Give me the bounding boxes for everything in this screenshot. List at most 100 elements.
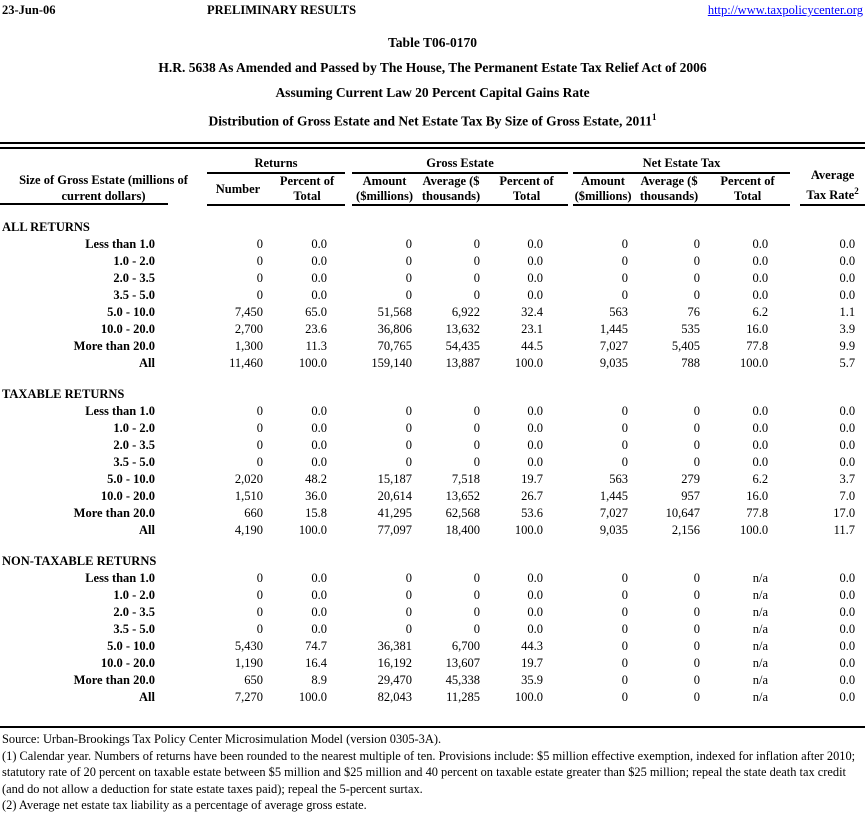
data-cell: 0 [621, 673, 629, 687]
data-cell: 74.7 [305, 639, 328, 653]
data-cell: 0 [693, 271, 701, 285]
data-cell: 0 [405, 571, 413, 585]
data-cell: 6,922 [451, 305, 481, 319]
data-cell: 0 [621, 438, 629, 452]
data-cell: n/a [752, 656, 769, 670]
column-gap [345, 689, 352, 706]
data-cell: 0.0 [311, 288, 328, 302]
data-cell: 0.0 [527, 438, 544, 452]
row-label: 10.0 - 20.0 [100, 656, 156, 670]
row-label: 3.5 - 5.0 [113, 455, 156, 469]
data-cell: 100.0 [514, 523, 544, 537]
group-header-net-estate-tax: Net Estate Tax [573, 149, 791, 174]
data-cell: 0 [405, 622, 413, 636]
taxpolicycenter-link[interactable]: http://www.taxpolicycenter.org [707, 3, 863, 17]
data-cell: 100.0 [739, 523, 769, 537]
row-label: 5.0 - 10.0 [107, 639, 156, 653]
data-cell: 0.0 [839, 622, 856, 636]
data-cell: 1,190 [234, 656, 264, 670]
data-cell: 0.0 [752, 438, 769, 452]
data-cell: 2,700 [234, 322, 264, 336]
data-cell: 0.0 [839, 438, 856, 452]
column-gap [345, 321, 352, 338]
data-cell: 0 [473, 404, 481, 418]
data-cell: 0 [256, 271, 264, 285]
data-cell: 11,285 [446, 690, 481, 704]
data-cell: 0 [693, 605, 701, 619]
data-cell: 7,027 [599, 506, 629, 520]
data-cell: 53.6 [521, 506, 544, 520]
row-label: All [139, 356, 156, 370]
section-header: TAXABLE RETURNS [2, 387, 125, 401]
data-cell: 7.0 [839, 489, 856, 503]
preliminary-results-label: PRELIMINARY RESULTS [207, 3, 357, 17]
col-header-gross-average: Average ($ thousands) [417, 173, 486, 206]
data-cell: 0.0 [527, 605, 544, 619]
data-cell: 0 [473, 237, 481, 251]
data-cell: 29,470 [377, 673, 413, 687]
data-cell: 0.0 [839, 254, 856, 268]
data-cell: 1.1 [839, 305, 856, 319]
column-gap [345, 471, 352, 488]
data-cell: 13,887 [445, 356, 481, 370]
data-cell: 9,035 [599, 523, 629, 537]
data-cell: 0 [621, 455, 629, 469]
data-cell: 7,518 [451, 472, 481, 486]
data-cell: 3.7 [839, 472, 856, 486]
group-gap [345, 149, 352, 173]
data-cell: 100.0 [739, 356, 769, 370]
col-header-net-percent: Percent of Total [705, 173, 791, 206]
data-cell: 13,652 [445, 489, 481, 503]
footer-notes: Source: Urban-Brookings Tax Policy Cente… [0, 726, 865, 814]
data-cell: 6.2 [752, 472, 769, 486]
row-label: 5.0 - 10.0 [107, 472, 156, 486]
data-cell: 77.8 [746, 339, 769, 353]
group-header-gross-estate: Gross Estate [352, 149, 569, 174]
data-cell: 650 [244, 673, 264, 687]
data-cell: n/a [752, 622, 769, 636]
data-cell: 0 [405, 421, 413, 435]
row-header-size-of-gross-estate: Size of Gross Estate (millions of curren… [0, 149, 208, 205]
column-gap [790, 638, 800, 655]
data-cell: 100.0 [514, 690, 544, 704]
data-cell: 0.0 [839, 571, 856, 585]
data-cell: 100.0 [298, 523, 328, 537]
data-cell: 0.0 [311, 404, 328, 418]
data-cell: 0.0 [752, 237, 769, 251]
data-cell: 0 [693, 438, 701, 452]
data-cell: 0.0 [527, 271, 544, 285]
data-cell: 0.0 [527, 288, 544, 302]
data-cell: 0.0 [311, 271, 328, 285]
col-header-returns-number: Number [207, 173, 270, 206]
data-cell: 0 [621, 622, 629, 636]
data-cell: 0 [693, 588, 701, 602]
data-cell: 0 [473, 288, 481, 302]
data-cell: 0.0 [752, 455, 769, 469]
column-gap [790, 321, 800, 338]
data-cell: 0 [473, 421, 481, 435]
data-cell: 0 [693, 571, 701, 585]
data-cell: 0 [473, 438, 481, 452]
data-cell: 41,295 [377, 506, 413, 520]
data-cell: 0 [473, 588, 481, 602]
data-cell: 8.9 [311, 673, 328, 687]
data-cell: 13,632 [445, 322, 481, 336]
data-cell: 20,614 [377, 489, 413, 503]
data-cell: 0 [405, 605, 413, 619]
data-cell: 535 [681, 322, 701, 336]
footnote-2: (2) Average net estate tax liability as … [2, 798, 367, 812]
data-cell: 23.1 [521, 322, 544, 336]
data-cell: 0 [621, 571, 629, 585]
data-cell: 0.0 [752, 404, 769, 418]
data-cell: 0.0 [311, 588, 328, 602]
column-gap [345, 236, 352, 253]
column-gap [345, 638, 352, 655]
data-cell: 0 [473, 271, 481, 285]
row-label: Less than 1.0 [85, 404, 156, 418]
footnote-1: (1) Calendar year. Numbers of returns ha… [2, 748, 856, 796]
section-header: NON-TAXABLE RETURNS [2, 554, 157, 568]
row-label: 1.0 - 2.0 [113, 421, 156, 435]
data-cell: 0 [256, 622, 264, 636]
row-label: More than 20.0 [73, 673, 156, 687]
data-cell: 0 [405, 254, 413, 268]
